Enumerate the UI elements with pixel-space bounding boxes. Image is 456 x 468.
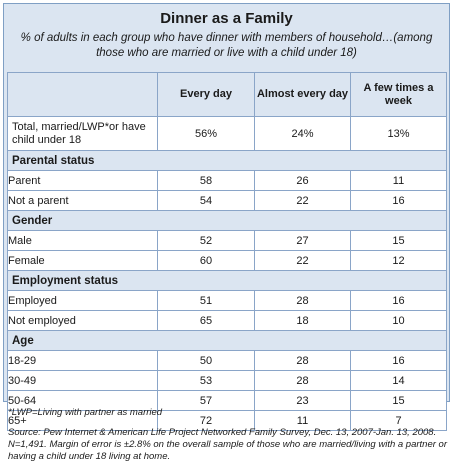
section-header: Age: [7, 330, 447, 351]
table-row: Female 60 22 12: [7, 250, 447, 271]
chart-title: Dinner as a Family: [160, 10, 293, 27]
section-header: Employment status: [7, 270, 447, 291]
data-cell: 12: [350, 250, 447, 271]
data-cell: 18: [254, 310, 351, 331]
data-cell: 57: [157, 390, 255, 411]
data-cell: 22: [254, 190, 351, 211]
data-cell: 60: [157, 250, 255, 271]
source-note: Source: Pew Internet & American Life Pro…: [8, 427, 447, 462]
section-header-row: Gender: [7, 210, 447, 231]
data-cell: 15: [350, 390, 447, 411]
data-cell: 15: [350, 230, 447, 251]
table-row: 65+ 72 11 7: [7, 410, 447, 431]
data-cell: 23: [254, 390, 351, 411]
row-label: Employed: [7, 290, 158, 311]
row-label: Parent: [7, 170, 158, 191]
table-row: Parent 58 26 11: [7, 170, 447, 191]
table-row: Not employed 65 18 10: [7, 310, 447, 331]
row-label: Total, married/LWP*or have child under 1…: [7, 116, 158, 151]
row-label: Not employed: [7, 310, 158, 331]
data-cell: 51: [157, 290, 255, 311]
data-cell: 24%: [254, 116, 351, 151]
section-header-row: Parental status: [7, 150, 447, 171]
data-cell: 14: [350, 370, 447, 391]
data-cell: 54: [157, 190, 255, 211]
column-header: Almost every day: [254, 72, 351, 117]
data-cell: 52: [157, 230, 255, 251]
row-label: 50-64: [7, 390, 158, 411]
row-label: 65+: [7, 410, 158, 431]
data-cell: 11: [254, 410, 351, 431]
row-label: 30-49: [7, 370, 158, 391]
row-label: Not a parent: [7, 190, 158, 211]
data-cell: 22: [254, 250, 351, 271]
data-cell: 27: [254, 230, 351, 251]
table-row: 18-29 50 28 16: [7, 350, 447, 371]
data-cell: 50: [157, 350, 255, 371]
data-cell: 7: [350, 410, 447, 431]
data-cell: 28: [254, 350, 351, 371]
data-cell: 58: [157, 170, 255, 191]
data-cell: 28: [254, 290, 351, 311]
data-cell: 16: [350, 350, 447, 371]
table-row: Not a parent 54 22 16: [7, 190, 447, 211]
column-header: Every day: [157, 72, 255, 117]
section-header: Parental status: [7, 150, 447, 171]
column-header: A few times a week: [350, 72, 447, 117]
table-row: Employed 51 28 16: [7, 290, 447, 311]
row-label: Female: [7, 250, 158, 271]
data-cell: 11: [350, 170, 447, 191]
data-cell: 65: [157, 310, 255, 331]
column-header-row: Every day Almost every day A few times a…: [7, 72, 447, 117]
table-frame: Dinner as a Family % of adults in each g…: [3, 3, 450, 431]
row-label: Male: [7, 230, 158, 251]
data-table: Every day Almost every day A few times a…: [7, 72, 447, 431]
data-cell: 10: [350, 310, 447, 331]
section-header: Gender: [7, 210, 447, 231]
data-cell: 53: [157, 370, 255, 391]
section-header-row: Employment status: [7, 270, 447, 291]
data-cell: 16: [350, 290, 447, 311]
chart-subtitle: % of adults in each group who have dinne…: [20, 32, 433, 59]
row-label: 18-29: [7, 350, 158, 371]
total-row: Total, married/LWP*or have child under 1…: [7, 116, 447, 151]
data-cell: 72: [157, 410, 255, 431]
section-header-row: Age: [7, 330, 447, 351]
footnote: *LWP=Living with partner as married: [8, 407, 163, 418]
data-cell: 56%: [157, 116, 255, 151]
table-row: 50-64 57 23 15: [7, 390, 447, 411]
table-row: 30-49 53 28 14: [7, 370, 447, 391]
data-cell: 26: [254, 170, 351, 191]
data-cell: 13%: [350, 116, 447, 151]
data-cell: 16: [350, 190, 447, 211]
table-row: Male 52 27 15: [7, 230, 447, 251]
data-cell: 28: [254, 370, 351, 391]
header-blank-cell: [7, 72, 158, 117]
